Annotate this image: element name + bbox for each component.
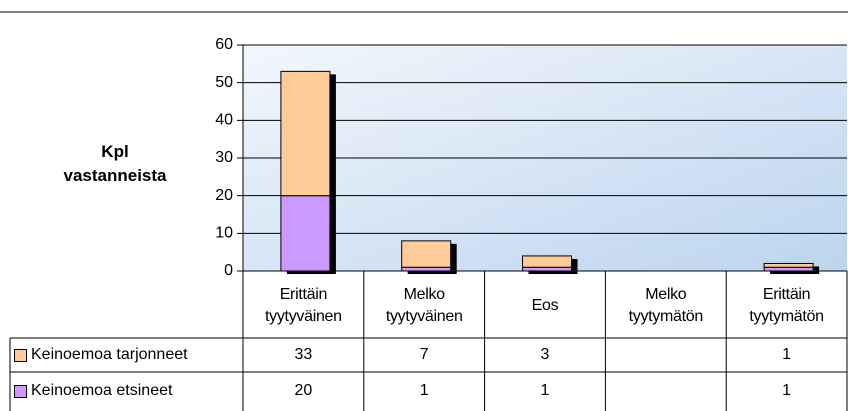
table-value: 1: [782, 346, 792, 363]
y-axis-label: Kpl vastanneista: [63, 142, 167, 185]
bar: [522, 266, 572, 272]
y-tick-label: 50: [215, 74, 233, 91]
bar: [763, 266, 814, 272]
legend-label: Keinoemoa tarjonneet: [31, 346, 188, 363]
x-tick-label: Melko tyytyväinen: [385, 285, 463, 325]
y-tick-label: 20: [215, 187, 233, 204]
table-value: 33: [294, 346, 313, 363]
y-tick-label: 60: [215, 36, 233, 53]
bar: [280, 70, 331, 197]
bar-shadow: [528, 270, 578, 274]
table-value: 1: [540, 382, 550, 399]
x-tick-label: Erittäin tyytymätön: [749, 285, 824, 325]
bar: [401, 240, 452, 268]
bar-shadow: [407, 270, 457, 274]
y-tick-label: 0: [224, 262, 233, 279]
legend-swatch: [14, 348, 27, 362]
table-value: 1: [419, 382, 429, 399]
x-tick-label: Eos: [531, 296, 559, 314]
bar: [401, 266, 452, 272]
x-tick-label: Erittäin tyytyväinen: [265, 285, 342, 325]
legend-swatch: [14, 384, 27, 398]
y-tick-label: 40: [215, 112, 233, 129]
bar-shadow: [770, 270, 820, 274]
table-value: 1: [782, 382, 792, 399]
bar: [280, 195, 331, 272]
table-value: 3: [540, 346, 550, 363]
y-tick-label: 10: [215, 225, 233, 242]
legend-label: Keinoemoa etsineet: [31, 382, 173, 399]
y-tick-label: 30: [215, 149, 233, 166]
legend-entry: Keinoemoa etsineet: [14, 374, 172, 408]
bar: [763, 262, 814, 268]
table-value: 20: [294, 382, 313, 399]
bar: [522, 255, 572, 268]
table-value: 7: [419, 346, 429, 363]
legend-entry: Keinoemoa tarjonneet: [14, 338, 188, 372]
x-tick-label: Melko tyytymätön: [628, 285, 704, 325]
